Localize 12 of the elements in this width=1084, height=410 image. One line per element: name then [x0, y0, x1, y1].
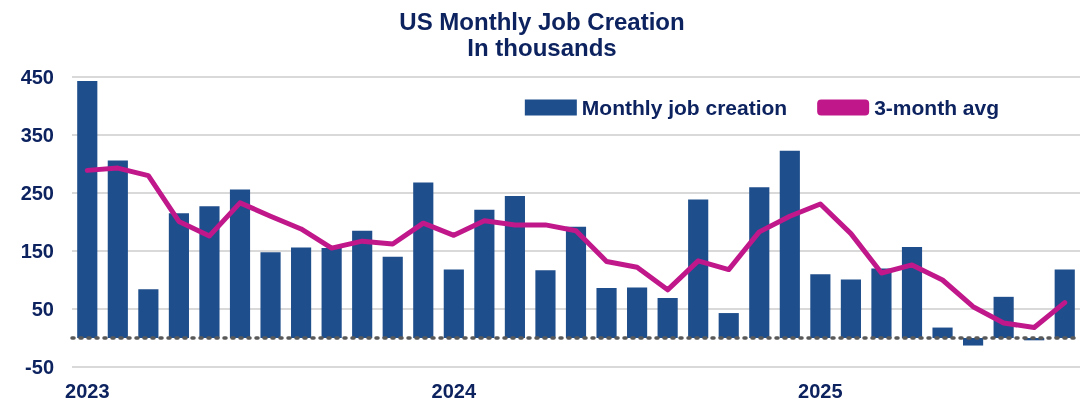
legend-label: 3-month avg — [874, 96, 999, 119]
y-tick-label: 450 — [20, 66, 54, 88]
y-tick-label: -50 — [25, 356, 54, 378]
y-tick-label: 50 — [31, 298, 54, 320]
x-tick-label: 2023 — [65, 380, 110, 402]
x-tick-label: 2024 — [431, 380, 477, 402]
chart-title: US Monthly Job Creation — [399, 7, 685, 35]
x-tick-label: 2025 — [798, 380, 843, 402]
legend-label: Monthly job creation — [581, 96, 788, 119]
y-tick-label: 150 — [20, 240, 54, 262]
y-tick-label: 250 — [20, 182, 54, 204]
y-tick-label: 350 — [20, 124, 54, 146]
